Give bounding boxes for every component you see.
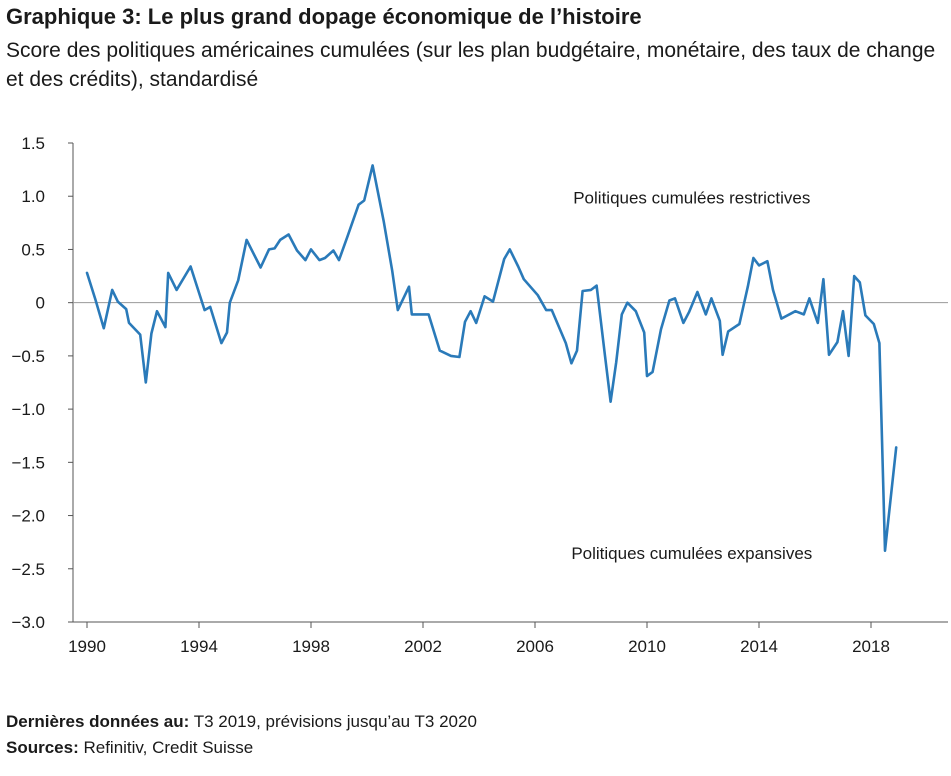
latest-data-note: Dernières données au: T3 2019, prévision… [6, 712, 477, 732]
sources-label: Sources: [6, 738, 79, 757]
x-tick-label: 1994 [180, 637, 218, 656]
y-tick-label: −0.5 [11, 347, 45, 366]
y-tick-label: 1.0 [21, 187, 45, 206]
x-tick-label: 2006 [516, 637, 554, 656]
x-tick-label: 1998 [292, 637, 330, 656]
y-tick-label: 0.5 [21, 240, 45, 259]
x-tick-label: 2002 [404, 637, 442, 656]
chart-annotation: Politiques cumulées expansives [571, 544, 812, 563]
y-tick-label: −2.5 [11, 560, 45, 579]
y-tick-label: −1.5 [11, 453, 45, 472]
y-tick-label: 0 [36, 294, 45, 313]
series-line [85, 164, 898, 552]
y-tick-label: −1.0 [11, 400, 45, 419]
sources-note: Sources: Refinitiv, Credit Suisse [6, 738, 253, 758]
x-tick-label: 2018 [852, 637, 890, 656]
chart-title: Graphique 3: Le plus grand dopage économ… [6, 4, 642, 29]
chart-annotation: Politiques cumulées restrictives [573, 188, 810, 207]
latest-data-label: Dernières données au: [6, 712, 190, 731]
x-tick-label: 1990 [68, 637, 106, 656]
latest-data-value: T3 2019, prévisions jusqu’au T3 2020 [189, 712, 477, 731]
line-chart: 1.5 1.0 0.5 0 −0.5 −1.0 −1.5 −2.0 −2.5 −3.0 1990 19… [11, 134, 948, 656]
chart-subtitle: Score des politiques américaines cumulée… [6, 39, 936, 91]
sources-value: Refinitiv, Credit Suisse [78, 738, 254, 757]
x-tick-label: 2010 [628, 637, 666, 656]
y-tick-label: −3.0 [11, 613, 45, 632]
y-tick-label: −2.0 [11, 507, 45, 526]
x-tick-label: 2014 [740, 637, 778, 656]
y-tick-label: 1.5 [21, 134, 45, 153]
